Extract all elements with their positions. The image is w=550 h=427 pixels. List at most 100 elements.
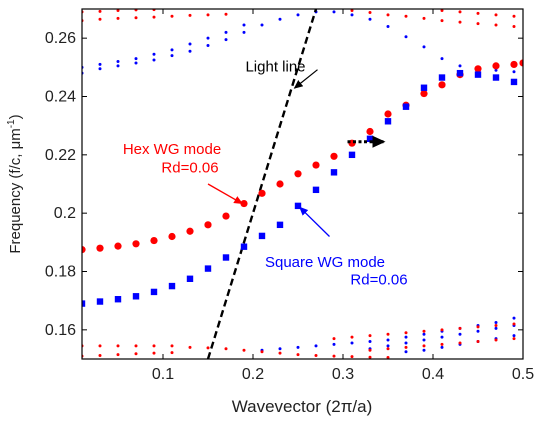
faint-band-2-point-9: [242, 30, 246, 34]
faint-band-2-point-7: [206, 43, 210, 47]
hex-series-point-7: [204, 221, 212, 229]
faint-band-2-point-12: [296, 13, 300, 17]
square-series-point-19: [420, 84, 428, 91]
square-series-point-14: [330, 169, 338, 176]
faint-band-6-point-6: [512, 334, 516, 338]
x-tick-label-2: 0.3: [332, 366, 354, 383]
faint-band-10-point-5: [458, 341, 462, 345]
hex-series-point-5: [168, 232, 176, 241]
y-tick-label-0: 0.16: [45, 322, 76, 339]
square-series-point-7: [204, 265, 212, 272]
faint-band-0-point-1: [98, 17, 102, 21]
faint-band-7-point-4: [152, 344, 156, 348]
faint-band-3-point-4: [152, 52, 156, 56]
faint-band-2-point-6: [188, 49, 192, 53]
faint-band-0-point-13: [422, 16, 426, 20]
y-tick-label-1: 0.18: [45, 264, 76, 281]
faint-band-7-point-10: [260, 350, 264, 354]
faint-band-8-point-4: [152, 351, 156, 355]
x-tick-label-4: 0.5: [512, 366, 534, 383]
y-axis-label: Frequency (f/c, μm-1): [6, 114, 24, 253]
hex-series-point-8: [222, 212, 230, 220]
faint-band-0-point-2: [116, 16, 120, 20]
faint-band-10-point-7: [494, 338, 498, 342]
faint-band-4-point-4: [332, 342, 336, 346]
faint-band-5-point-1: [386, 344, 390, 348]
faint-band-2-point-17: [386, 25, 390, 28]
faint-band-0-point-16: [476, 22, 480, 26]
square-series-point-9: [240, 243, 248, 250]
faint-band-10-point-0: [368, 348, 372, 352]
faint-band-10-point-6: [476, 340, 480, 343]
square-series-point-16: [366, 135, 374, 142]
annotation-square-label-1: Square WG mode: [265, 254, 385, 271]
series-layer: [82, 59, 523, 307]
hex-series-point-22: [474, 65, 482, 73]
hex-series-point-14: [330, 152, 338, 160]
faint-band-1-point-2: [116, 9, 120, 12]
square-series-point-22: [474, 71, 482, 78]
faint-band-9-point-9: [494, 323, 498, 327]
square-series-point-3: [132, 293, 140, 300]
faint-band-3-point-6: [188, 42, 192, 46]
square-series-point-17: [384, 118, 392, 125]
faint-band-7-point-7: [206, 346, 210, 350]
faint-band-8-point-1: [98, 354, 102, 357]
faint-band-9-point-3: [386, 332, 390, 336]
x-tick-label-1: 0.2: [242, 366, 264, 383]
hex-series-point-23: [492, 62, 500, 70]
y-tick-label-4: 0.24: [45, 89, 76, 106]
faint-band-9-point-4: [404, 331, 408, 335]
faint-band-0-point-10: [368, 11, 372, 14]
faint-band-7-point-1: [98, 344, 102, 348]
faint-band-7-point-8: [224, 347, 228, 351]
faint-band-9-point-1: [350, 335, 354, 339]
faint-band-10-point-3: [422, 344, 426, 348]
faint-band-2-point-4: [152, 58, 156, 62]
x-tick-label-3: 0.4: [422, 366, 444, 383]
hex-series-point-10: [258, 189, 266, 197]
faint-band-0-point-18: [512, 25, 516, 28]
faint-band-2-point-18: [404, 35, 408, 39]
faint-band-6-point-1: [422, 348, 426, 352]
square-series-point-24: [510, 78, 518, 86]
faint-band-7-point-12: [296, 353, 300, 357]
light-line: [206, 9, 318, 359]
faint-band-4-point-8: [404, 335, 408, 339]
faint-band-4-point-3: [314, 344, 318, 348]
hex-series-point-6: [186, 227, 194, 235]
faint-band-2-point-15: [350, 13, 354, 17]
annotation-light-line-label: Light line: [245, 59, 305, 76]
faint-band-8-point-2: [116, 353, 120, 357]
faint-band-0-point-4: [152, 15, 156, 19]
faint-band-1-point-5: [440, 9, 444, 12]
faint-band-4-point-9: [422, 332, 426, 336]
hex-series-point-24: [510, 60, 518, 69]
faint-band-1-point-9: [512, 14, 516, 18]
faint-band-2-point-19: [422, 45, 426, 49]
faint-band-4-point-2: [296, 345, 300, 349]
square-series-point-0: [82, 300, 86, 307]
faint-band-4-point-7: [386, 338, 390, 342]
faint-band-6-point-2: [440, 345, 444, 349]
faint-band-2-point-10: [260, 23, 264, 27]
faint-band-7-point-13: [314, 354, 318, 357]
faint-band-2-point-21: [458, 64, 462, 68]
faint-band-3-point-8: [224, 30, 228, 34]
hex-series-point-16: [366, 127, 374, 136]
faint-band-7-point-17: [386, 356, 390, 359]
hex-series-point-4: [150, 236, 158, 245]
hex-series-point-11: [276, 180, 284, 188]
faint-band-9-point-5: [422, 329, 426, 333]
faint-band-1-point-1: [98, 9, 102, 13]
square-series-point-5: [168, 282, 176, 290]
faint-band-3-point-3: [134, 57, 138, 61]
faint-band-2-point-16: [368, 17, 372, 21]
hex-series-point-13: [312, 161, 320, 169]
faint-band-7-point-5: [170, 344, 174, 348]
square-series-point-11: [276, 221, 284, 229]
faint-band-7-point-14: [332, 354, 336, 358]
square-series-point-23: [492, 74, 500, 81]
annotation-square-label-2: Rd=0.06: [350, 272, 407, 289]
faint-band-3-point-7: [206, 36, 210, 40]
